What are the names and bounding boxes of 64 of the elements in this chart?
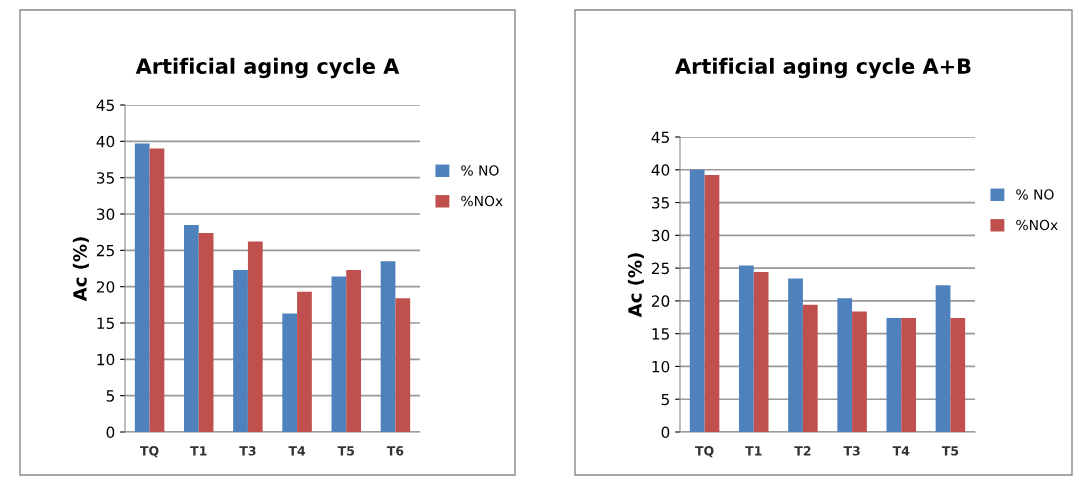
legend-label: % NO <box>461 165 499 176</box>
bar <box>704 175 720 432</box>
bar <box>198 232 214 432</box>
bar <box>788 278 803 432</box>
bar <box>935 285 951 432</box>
bar <box>739 265 754 432</box>
x-tick-label: T5 <box>337 446 354 456</box>
bar <box>233 269 248 432</box>
bar <box>852 311 867 432</box>
y-tick-label: 35 <box>97 172 114 184</box>
bar <box>149 148 165 432</box>
y-tick-label: 40 <box>96 135 115 148</box>
chart-title: Artificial aging cycle A+B <box>675 57 971 79</box>
bar <box>297 291 312 432</box>
bar <box>753 272 769 432</box>
legend-label: % NO <box>1016 189 1054 200</box>
y-tick-label: 25 <box>96 244 114 257</box>
y-tick-label: 30 <box>652 229 670 242</box>
bar <box>689 169 705 432</box>
x-tick-label: T5 <box>941 446 959 456</box>
bar <box>901 317 916 432</box>
bar <box>331 276 347 432</box>
y-tick-label: 45 <box>651 131 669 144</box>
x-tick-label: T3 <box>239 446 256 456</box>
bar <box>184 224 199 432</box>
bar <box>282 313 298 432</box>
y-tick-label: 5 <box>106 390 114 402</box>
y-tick-label: 15 <box>652 328 669 340</box>
x-tick-label: T3 <box>843 446 860 456</box>
y-tick-label: 20 <box>96 281 115 293</box>
y-axis-title: Ac (%) <box>72 237 89 302</box>
y-tick-label: 35 <box>652 197 669 209</box>
y-tick-label: 20 <box>651 295 670 307</box>
x-tick-label: T2 <box>794 446 811 456</box>
y-tick-label: 25 <box>651 262 669 275</box>
x-tick-label: TQ <box>140 446 159 458</box>
y-tick-label: 10 <box>652 360 670 373</box>
y-tick-label: 45 <box>96 99 114 112</box>
bar <box>950 317 966 432</box>
y-tick-label: 0 <box>661 426 670 439</box>
bar <box>247 241 263 432</box>
bar <box>380 261 396 432</box>
legend-label: %NOx <box>1016 219 1058 231</box>
x-tick-label: T4 <box>288 446 306 456</box>
legend-label: %NOx <box>461 195 503 207</box>
x-tick-label: T6 <box>386 446 404 456</box>
bar <box>837 298 853 432</box>
y-axis-title: Ac (%) <box>627 253 644 318</box>
y-tick-label: 10 <box>97 353 115 366</box>
y-tick-label: 5 <box>661 393 669 406</box>
y-tick-label: 30 <box>97 208 115 221</box>
x-tick-label: T4 <box>892 446 910 456</box>
bar <box>346 269 361 432</box>
x-tick-label: T1 <box>190 446 207 456</box>
y-tick-label: 40 <box>651 164 670 176</box>
y-tick-label: 15 <box>97 317 114 330</box>
bar <box>802 304 818 432</box>
bar <box>134 143 150 432</box>
x-tick-label: TQ <box>695 446 714 458</box>
bar <box>886 317 902 432</box>
chart-title: Artificial aging cycle A <box>135 57 400 79</box>
y-tick-label: 0 <box>106 426 115 439</box>
bar <box>395 298 411 432</box>
x-tick-label: T1 <box>745 446 762 456</box>
